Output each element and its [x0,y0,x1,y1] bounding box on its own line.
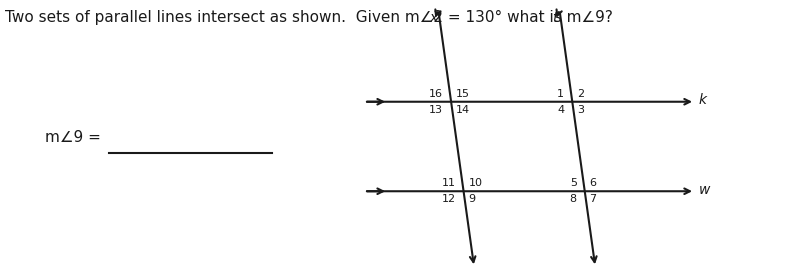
Text: 1: 1 [558,89,564,99]
Text: 3: 3 [577,105,584,115]
Text: t: t [552,11,558,25]
Text: 7: 7 [590,194,597,204]
Text: k: k [699,93,707,107]
Text: 16: 16 [429,89,443,99]
Text: Two sets of parallel lines intersect as shown.  Given m∠2 = 130° what is m∠9?: Two sets of parallel lines intersect as … [6,10,614,25]
Text: 12: 12 [442,194,455,204]
Text: w: w [699,183,710,197]
Text: 5: 5 [570,178,577,188]
Text: x: x [430,11,438,25]
Text: m∠9 =: m∠9 = [46,130,101,144]
Text: 14: 14 [456,105,470,115]
Text: 9: 9 [468,194,475,204]
Text: 4: 4 [557,105,564,115]
Text: 8: 8 [570,194,577,204]
Text: 15: 15 [456,89,470,99]
Text: 6: 6 [590,178,597,188]
Text: 11: 11 [442,178,455,188]
Text: 13: 13 [429,105,443,115]
Text: 10: 10 [468,178,482,188]
Text: 2: 2 [577,89,584,99]
